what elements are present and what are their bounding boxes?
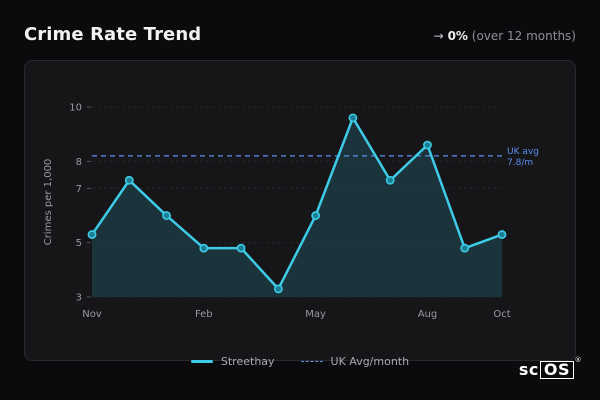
series-area-fill — [92, 117, 502, 297]
y-axis-title: Crimes per 1,000 — [43, 159, 54, 246]
data-point — [497, 230, 507, 239]
data-point — [236, 243, 246, 253]
chart-title: Crime Rate Trend — [24, 24, 202, 45]
legend-reference-swatch — [300, 361, 323, 362]
reference-label-line1: UK avg — [507, 147, 539, 157]
y-tick-label: 3 — [76, 293, 82, 304]
data-point — [162, 211, 171, 220]
y-tick-label: 5 — [76, 238, 82, 249]
data-point — [199, 243, 209, 253]
x-tick-label: Feb — [195, 309, 213, 320]
chart-legend: Streethay UK Avg/month — [0, 355, 600, 368]
trend-period: (over 12 months) — [471, 29, 576, 43]
data-point — [87, 230, 97, 239]
x-tick-label: May — [305, 309, 326, 320]
logo-prefix: sc — [518, 360, 539, 379]
data-point — [124, 175, 134, 185]
y-tick-label: 8 — [76, 157, 82, 168]
data-point — [273, 284, 283, 294]
legend-item-series[interactable]: Streethay — [190, 355, 275, 368]
legend-reference-label: UK Avg/month — [330, 355, 410, 368]
legend-series-label: Streethay — [220, 355, 275, 368]
x-tick-label: Oct — [493, 309, 510, 320]
data-point — [460, 243, 470, 253]
x-tick-label: Nov — [82, 309, 102, 320]
legend-series-swatch — [190, 360, 213, 363]
chart-card: 3 5 7 8 10 Crimes per 1,000 UK avg 7.8/m Nov Feb M… — [24, 60, 576, 361]
logo-registered-mark: ® — [574, 356, 582, 364]
data-point — [348, 113, 358, 123]
series-line — [90, 116, 503, 291]
trend-arrow-icon: → — [433, 29, 444, 43]
brand-logo: sc OS ® — [518, 356, 582, 379]
reference-label-line2: 7.8/m — [507, 158, 533, 168]
logo-box: OS — [539, 360, 574, 379]
legend-item-reference[interactable]: UK Avg/month — [300, 355, 410, 368]
y-tick-label: 7 — [76, 184, 82, 195]
data-point — [385, 175, 395, 185]
y-tick-label: 10 — [69, 103, 82, 114]
trend-value: 0% — [447, 29, 468, 43]
x-tick-label: Aug — [418, 309, 438, 320]
data-point — [423, 140, 432, 150]
data-point — [311, 211, 321, 220]
trend-summary: → 0% (over 12 months) — [434, 29, 576, 43]
